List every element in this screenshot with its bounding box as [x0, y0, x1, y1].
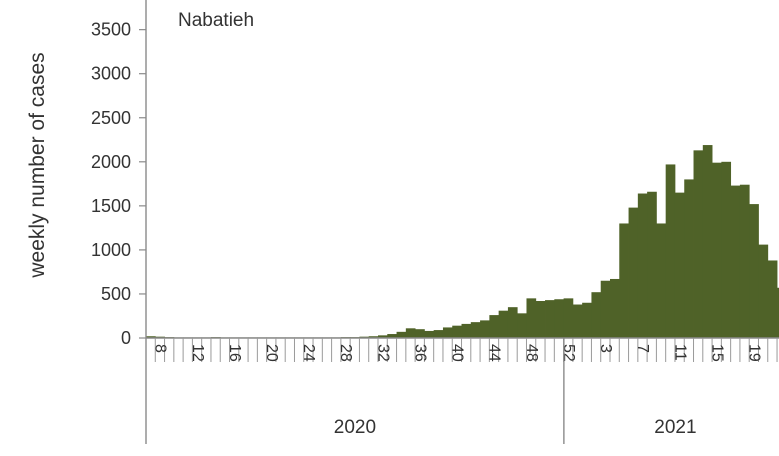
bar	[424, 330, 435, 338]
axes-layer	[145, 0, 779, 339]
x-tick-label: 16	[226, 344, 243, 362]
y-tick-label: 1000	[91, 240, 131, 260]
bar	[470, 322, 481, 338]
bar	[628, 207, 639, 338]
bar	[684, 179, 694, 338]
bar	[405, 328, 416, 338]
x-tick-label: 32	[374, 344, 391, 362]
x-tick-label: 48	[523, 344, 540, 362]
bar	[480, 320, 490, 338]
bar	[535, 301, 546, 338]
y-tick-label: 3500	[91, 20, 131, 40]
x-tick-label: 24	[300, 344, 317, 362]
bar	[378, 335, 388, 338]
x-tick-label: 52	[560, 344, 577, 362]
x-tick-label: 7	[634, 344, 651, 353]
bar	[368, 336, 379, 338]
bar	[767, 260, 778, 338]
bar	[396, 331, 407, 338]
year-labels: 2020 2021	[145, 338, 697, 444]
y-tick-label: 3000	[91, 64, 131, 84]
bar	[693, 150, 704, 338]
x-tick-label: 3	[597, 344, 614, 353]
x-tick-label: 36	[411, 344, 428, 362]
y-tick-label: 2500	[91, 108, 131, 128]
bar	[600, 280, 611, 339]
bar	[777, 287, 779, 338]
bar	[563, 298, 574, 338]
bar	[572, 304, 583, 338]
bar	[489, 315, 500, 338]
bar	[146, 336, 156, 338]
x-tick-label: 19	[746, 344, 763, 362]
bar	[749, 204, 759, 338]
bar	[507, 307, 518, 339]
x-tick-label: 15	[708, 344, 725, 362]
bar	[656, 223, 667, 338]
bar	[637, 193, 648, 338]
bar	[442, 327, 453, 338]
bar	[545, 300, 555, 338]
bars-layer	[146, 145, 779, 339]
x-tick-label: 40	[449, 344, 466, 362]
bar	[712, 162, 722, 338]
bar	[739, 184, 750, 338]
bar	[730, 185, 741, 338]
bar	[758, 244, 769, 338]
y-tick-label: 2000	[91, 152, 131, 172]
bar	[415, 329, 425, 338]
bar	[610, 278, 620, 338]
y-tick-label: 1500	[91, 196, 131, 216]
y-ticks: 0 500 1000 1500 2000 2500 3000 3500	[91, 20, 146, 348]
x-tick-label: 11	[671, 344, 688, 361]
bar	[433, 330, 444, 338]
year-label-2021: 2021	[654, 417, 696, 438]
bar	[619, 223, 629, 338]
x-ticks: 8 12 16 20 24 28 32 36 40 44 48 52 3 7 11 15 19	[145, 338, 778, 362]
bar	[582, 302, 592, 338]
bar	[526, 298, 537, 338]
x-tick-label: 44	[486, 344, 503, 362]
x-tick-label: 8	[152, 344, 169, 353]
year-label-2020: 2020	[334, 417, 376, 438]
bar	[721, 161, 732, 338]
bar	[461, 323, 472, 338]
x-tick-label: 28	[337, 344, 354, 362]
bar	[702, 145, 713, 338]
bar	[387, 334, 397, 338]
y-tick-label: 0	[121, 328, 131, 348]
x-tick-label: 20	[263, 344, 280, 362]
region-annotation: Nabatieh	[178, 10, 254, 31]
y-axis-label: weekly number of cases	[26, 52, 49, 278]
bar	[665, 164, 676, 338]
bar	[452, 325, 462, 338]
bar	[517, 313, 527, 338]
bar	[498, 310, 509, 338]
bar	[554, 299, 564, 338]
bar	[647, 191, 657, 338]
bar	[674, 192, 685, 338]
x-tick-label: 12	[189, 344, 206, 362]
bar	[591, 292, 602, 338]
y-tick-label: 500	[101, 284, 131, 304]
